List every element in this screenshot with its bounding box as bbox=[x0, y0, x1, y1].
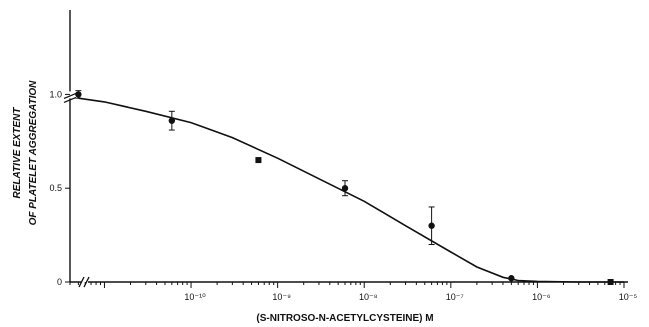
x-tick-label: 10⁻⁹ bbox=[272, 292, 291, 302]
x-tick-label: 10⁻⁶ bbox=[532, 292, 551, 302]
x-tick-label: 10⁻⁵ bbox=[619, 292, 638, 302]
x-axis-break-mark bbox=[83, 276, 90, 288]
data-point-circle bbox=[428, 222, 435, 229]
data-point-square bbox=[255, 157, 262, 164]
x-axis-break-mark bbox=[78, 276, 85, 288]
data-point-circle bbox=[75, 91, 82, 98]
fit-curve bbox=[78, 97, 624, 283]
x-tick-labels: 10⁻¹⁰ 10⁻⁹ 10⁻⁸ 10⁻⁷ 10⁻⁶ 10⁻⁵ bbox=[184, 292, 637, 302]
y-axis-title-line1: RELATIVE EXTENT bbox=[12, 107, 23, 199]
y-tick-label: 0.5 bbox=[49, 183, 62, 193]
data-point-circle bbox=[341, 185, 349, 192]
x-tick-label: 10⁻¹⁰ bbox=[184, 292, 206, 302]
data-point-circle bbox=[168, 117, 176, 124]
x-axis-break-gap bbox=[81, 276, 88, 288]
data-point-circle bbox=[508, 275, 515, 282]
x-tick-label: 10⁻⁸ bbox=[359, 292, 378, 302]
data-point-square bbox=[607, 279, 614, 285]
data-points bbox=[75, 90, 614, 285]
y-tick-label: 0 bbox=[57, 277, 62, 287]
fit-curve-group bbox=[78, 97, 624, 283]
y-tick-label: 1.0 bbox=[49, 89, 62, 99]
x-tick-label: 10⁻⁷ bbox=[446, 292, 464, 302]
axes bbox=[63, 10, 628, 288]
y-axis-break-mark bbox=[63, 96, 77, 104]
y-axis-title-line2: OF PLATELET AGGREGATION bbox=[28, 80, 39, 226]
y-tick-labels: 0 0.5 1.0 bbox=[49, 89, 62, 287]
y-axis-break-mark bbox=[63, 92, 77, 100]
x-axis-title: (S-NITROSO-N-ACETYLCYSTEINE) M bbox=[256, 313, 433, 324]
